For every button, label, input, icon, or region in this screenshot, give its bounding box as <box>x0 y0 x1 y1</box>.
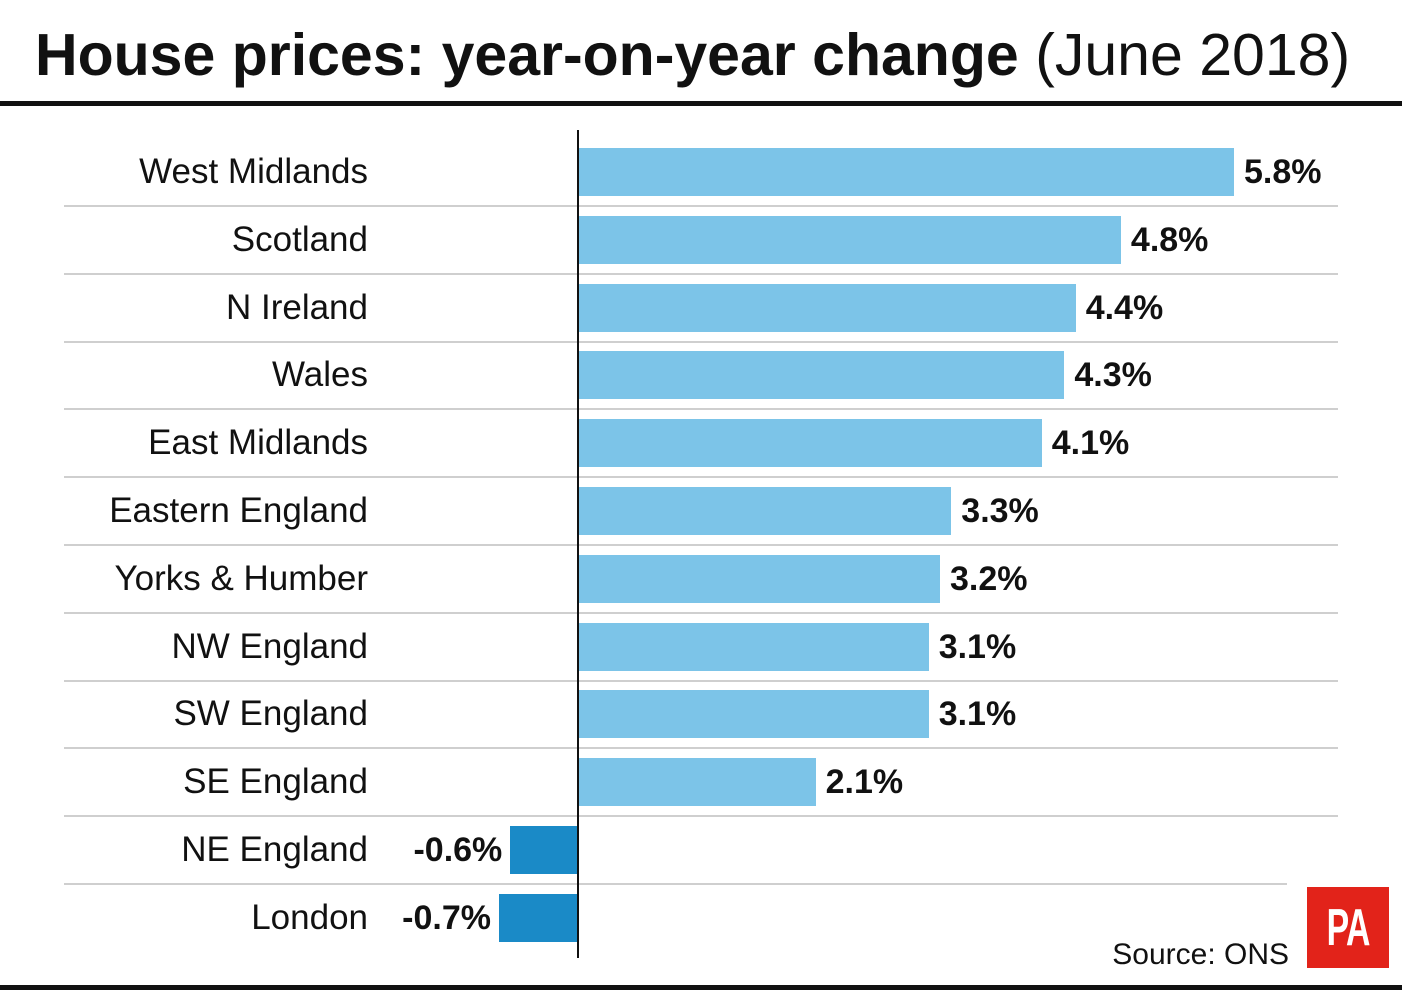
value-label-yorks-and-humber: 3.2% <box>950 559 1028 598</box>
category-label-yorks-and-humber: Yorks & Humber <box>114 558 368 598</box>
value-label-wales: 4.3% <box>1074 356 1152 395</box>
bar-n-ireland <box>579 283 1076 332</box>
bar-sw-england <box>579 690 929 739</box>
category-label-scotland: Scotland <box>231 219 368 259</box>
pa-logo: PA <box>1307 887 1389 968</box>
row-separator <box>64 205 1338 207</box>
value-label-sw-england: 3.1% <box>938 695 1017 734</box>
value-label-scotland: 4.8% <box>1130 220 1209 259</box>
category-label-sw-england: SW England <box>173 694 368 734</box>
category-label-se-england: SE England <box>183 762 368 802</box>
row-separator <box>64 611 1338 614</box>
category-label-london: London <box>251 897 368 937</box>
title-rule <box>0 101 1402 106</box>
category-label-west-midlands: West Midlands <box>139 152 368 191</box>
row-separator <box>64 340 1338 343</box>
value-label-london: -0.7% <box>402 898 491 937</box>
value-label-east-midlands: 4.1% <box>1051 424 1130 463</box>
category-label-nw-england: NW England <box>171 626 368 666</box>
row-separator <box>64 747 1338 750</box>
category-label-eastern-england: Eastern England <box>109 491 368 530</box>
pa-logo-text: PA <box>1326 898 1370 957</box>
bar-eastern-england <box>579 487 952 535</box>
category-label-n-ireland: N Ireland <box>225 287 368 327</box>
category-label-wales: Wales <box>272 355 368 395</box>
value-label-n-ireland: 4.4% <box>1085 288 1164 327</box>
value-label-eastern-england: 3.3% <box>961 492 1039 530</box>
bar-scotland <box>579 215 1121 264</box>
bar-ne-england <box>510 826 578 874</box>
bar-wales <box>579 351 1065 400</box>
value-label-se-england: 2.1% <box>825 763 904 802</box>
chart-title-line: House prices: year-on-year change (June 2… <box>35 26 1350 85</box>
bar-london <box>499 893 578 942</box>
row-separator <box>64 272 1338 275</box>
value-label-west-midlands: 5.8% <box>1244 153 1322 191</box>
chart-title: House prices: year-on-year change <box>35 22 1019 88</box>
value-label-ne-england: -0.6% <box>413 831 503 869</box>
bar-west-midlands <box>579 148 1234 196</box>
row-separator <box>64 476 1338 479</box>
bar-se-england <box>579 758 816 807</box>
value-label-nw-england: 3.1% <box>938 627 1017 666</box>
row-separator <box>64 408 1338 411</box>
bottom-rule <box>0 985 1402 990</box>
zero-axis-line <box>577 130 579 958</box>
bar-east-midlands <box>579 419 1042 468</box>
row-separator <box>64 815 1338 818</box>
bar-yorks-and-humber <box>579 554 940 603</box>
category-label-ne-england: NE England <box>181 830 368 869</box>
category-label-east-midlands: East Midlands <box>148 423 368 463</box>
row-separator <box>64 544 1338 546</box>
chart-subtitle: (June 2018) <box>1035 22 1351 88</box>
row-separator <box>64 883 1287 885</box>
source-note: Source: ONS <box>1112 938 1289 971</box>
row-separator <box>64 679 1338 682</box>
bar-nw-england <box>579 622 929 671</box>
